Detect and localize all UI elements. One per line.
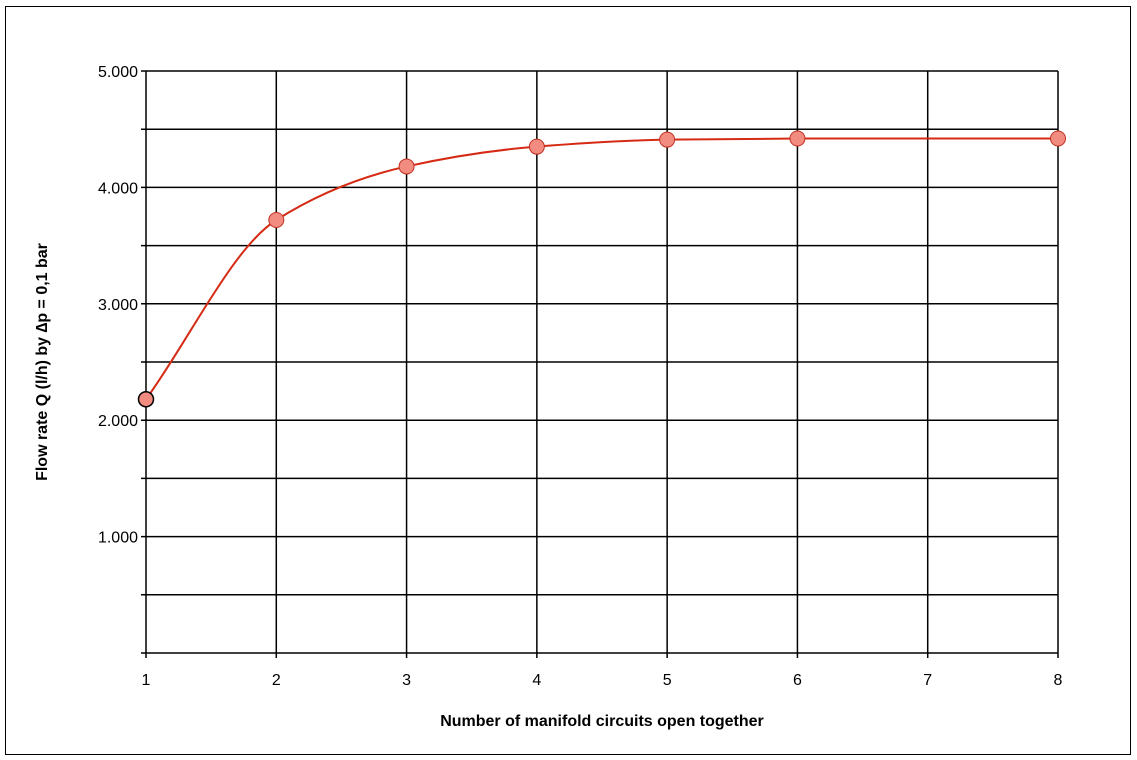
grid: [141, 70, 1059, 658]
chart-frame: 1.000 2.000 3.000 4.000 5.000 1 2 3 4 5 6 7 8 Number…: [5, 6, 1131, 755]
flow-rate-chart: 1.000 2.000 3.000 4.000 5.000 1 2 3 4 5 6 7 8 Number…: [34, 64, 1066, 730]
data-point: [268, 211, 285, 228]
y-tick-label: 4.000: [98, 180, 138, 197]
y-tick-label: 2.000: [98, 413, 138, 430]
y-tick-label: 1.000: [98, 530, 138, 547]
series-line: [145, 137, 1058, 400]
x-tick-label: 3: [402, 672, 411, 689]
y-axis-label: Flow rate Q (l/h) by ∆p = 0,1 bar: [34, 243, 51, 481]
x-tick-label: 4: [532, 672, 541, 689]
series: [137, 130, 1066, 408]
tick-labels: 1.000 2.000 3.000 4.000 5.000 1 2 3 4 5 6 7 8: [98, 64, 1063, 689]
x-tick-label: 6: [793, 672, 802, 689]
data-point: [789, 130, 806, 147]
y-tick-label: 3.000: [98, 297, 138, 314]
data-point: [528, 138, 545, 155]
axes: [141, 71, 1058, 658]
x-tick-label: 8: [1054, 672, 1063, 689]
x-axis-label: Number of manifold circuits open togethe…: [440, 713, 764, 730]
x-tick-label: 7: [923, 672, 932, 689]
x-tick-label: 2: [272, 672, 281, 689]
data-point: [1050, 130, 1066, 147]
data-point: [398, 158, 415, 175]
data-point: [659, 131, 676, 148]
x-tick-label: 1: [142, 672, 151, 689]
x-tick-label: 5: [663, 672, 672, 689]
data-point: [137, 390, 155, 408]
y-tick-label: 5.000: [98, 64, 138, 81]
